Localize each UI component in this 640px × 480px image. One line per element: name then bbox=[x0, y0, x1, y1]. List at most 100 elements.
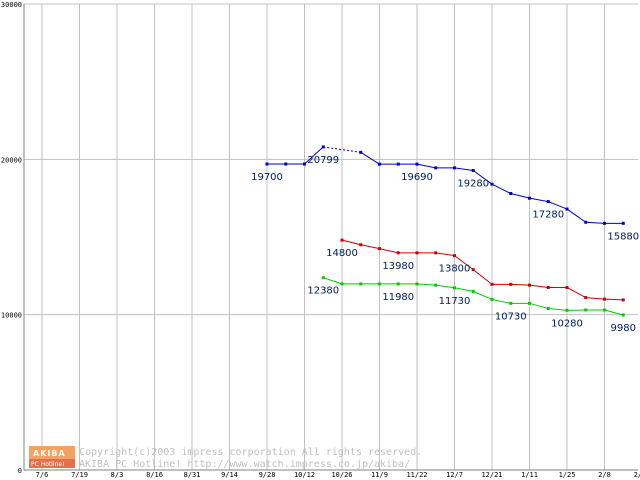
series-segment bbox=[454, 167, 474, 172]
x-tick-label: 2/15 bbox=[634, 471, 640, 479]
x-tick-label: 8/3 bbox=[111, 471, 124, 479]
data-point-marker bbox=[453, 286, 456, 290]
data-point-marker bbox=[565, 285, 569, 289]
data-point-marker bbox=[284, 162, 288, 166]
series-segment bbox=[604, 309, 624, 316]
data-point-marker bbox=[584, 308, 588, 312]
data-label: 14800 bbox=[326, 248, 358, 259]
data-point-marker bbox=[509, 192, 513, 196]
logo-bottom-text: PC Hotline! bbox=[31, 461, 64, 468]
data-point-marker bbox=[584, 220, 588, 224]
data-point-marker bbox=[565, 308, 569, 312]
series-segment bbox=[604, 298, 624, 301]
series-segment bbox=[360, 244, 380, 250]
series-segment bbox=[566, 208, 587, 223]
data-label: 19690 bbox=[401, 172, 433, 183]
copyright-line: Copyright(c)2003 impress corporation All… bbox=[79, 447, 422, 458]
data-point-marker bbox=[471, 289, 475, 293]
x-tick-label: 12/7 bbox=[446, 471, 463, 479]
akiba-logo-band bbox=[29, 459, 75, 468]
series bbox=[265, 145, 625, 317]
data-label: 10730 bbox=[495, 311, 527, 322]
x-tick-label: 8/16 bbox=[146, 471, 163, 479]
series-segment bbox=[304, 146, 324, 165]
y-tick-label: 10000 bbox=[1, 312, 22, 320]
data-point-marker bbox=[509, 282, 513, 286]
data-point-marker bbox=[621, 298, 625, 302]
data-point-marker bbox=[396, 251, 400, 255]
series-segment bbox=[379, 248, 399, 254]
x-tick-label: 7/19 bbox=[71, 471, 88, 479]
data-point-marker bbox=[396, 282, 400, 286]
data-point-marker bbox=[603, 308, 606, 312]
data-point-marker bbox=[453, 166, 456, 170]
data-point-marker bbox=[546, 200, 550, 204]
data-point-marker bbox=[528, 196, 531, 200]
data-label: 15880 bbox=[607, 231, 639, 242]
data-point-marker bbox=[621, 313, 625, 317]
x-tick-label: 9/14 bbox=[221, 471, 238, 479]
data-point-marker bbox=[528, 283, 531, 287]
data-point-marker bbox=[603, 297, 606, 301]
x-tick-label: 9/28 bbox=[259, 471, 276, 479]
data-point-marker bbox=[434, 283, 438, 287]
y-tick-label: 20000 bbox=[1, 156, 22, 164]
series-segment bbox=[473, 290, 493, 300]
data-label: 11730 bbox=[439, 296, 471, 307]
x-tick-label: 7/6 bbox=[36, 471, 49, 479]
series-segment bbox=[416, 283, 436, 286]
data-point-marker bbox=[546, 285, 550, 289]
x-tick-label: 10/26 bbox=[331, 471, 352, 479]
data-point-marker bbox=[415, 282, 419, 286]
series-segment bbox=[454, 287, 474, 292]
data-point-marker bbox=[490, 282, 494, 286]
x-tick-label: 11/9 bbox=[371, 471, 388, 479]
data-point-marker bbox=[378, 282, 381, 286]
series-segment bbox=[548, 307, 568, 311]
data-point-marker bbox=[359, 150, 363, 154]
data-point-marker bbox=[565, 207, 569, 211]
series-segment bbox=[435, 252, 455, 257]
data-point-marker bbox=[528, 301, 531, 305]
data-point-marker bbox=[321, 276, 325, 280]
data-point-marker bbox=[471, 169, 475, 173]
series-segment bbox=[323, 277, 343, 285]
series-segment bbox=[529, 302, 549, 309]
data-label: 12380 bbox=[307, 286, 339, 297]
data-point-marker bbox=[265, 162, 269, 166]
series-segment bbox=[416, 163, 436, 169]
x-tick-label: 8/31 bbox=[184, 471, 201, 479]
data-point-marker bbox=[490, 182, 494, 186]
data-point-marker bbox=[378, 247, 381, 251]
y-tick-label: 30000 bbox=[1, 1, 22, 9]
data-point-marker bbox=[340, 238, 344, 242]
x-tick-label: 11/22 bbox=[406, 471, 427, 479]
y-tick-label: 0 bbox=[18, 467, 22, 475]
data-point-marker bbox=[434, 166, 438, 170]
series-segment bbox=[585, 297, 605, 300]
grid bbox=[24, 3, 638, 471]
series-segment bbox=[491, 183, 511, 194]
credit-block: AKIBA PC Hotline! Copyright(c)2003 impre… bbox=[29, 446, 422, 470]
data-point-marker bbox=[378, 162, 381, 166]
data-label: 17280 bbox=[532, 210, 564, 221]
data-point-marker bbox=[415, 251, 419, 255]
data-point-marker bbox=[509, 301, 513, 305]
series-segment bbox=[472, 269, 493, 285]
data-label: 11980 bbox=[382, 292, 414, 303]
series-segment bbox=[454, 255, 474, 271]
data-point-marker bbox=[396, 162, 400, 166]
x-tick-label: 12/21 bbox=[481, 471, 502, 479]
x-tick-label: 1/11 bbox=[521, 471, 538, 479]
data-point-marker bbox=[321, 145, 325, 149]
data-point-marker bbox=[303, 162, 306, 166]
series-segment bbox=[491, 298, 511, 304]
series-segment bbox=[585, 221, 605, 224]
series-segment bbox=[510, 283, 530, 286]
x-tick-label: 2/8 bbox=[598, 471, 611, 479]
url-line: AKIBA PC Hotline! http://www.watch.impre… bbox=[79, 459, 410, 470]
data-label: 19700 bbox=[251, 172, 283, 183]
